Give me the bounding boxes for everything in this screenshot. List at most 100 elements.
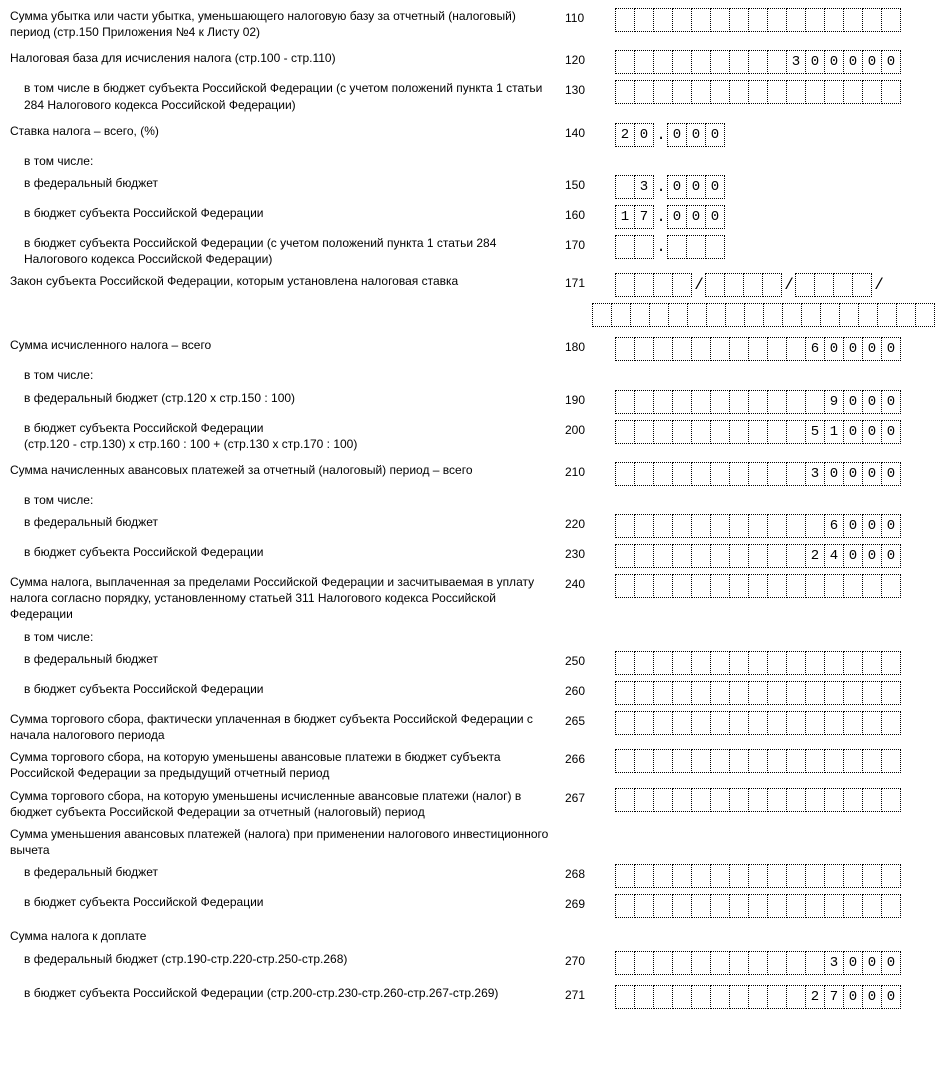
input-cell[interactable]	[634, 711, 654, 735]
input-cell[interactable]	[805, 390, 825, 414]
input-cell[interactable]	[672, 749, 692, 773]
input-cell[interactable]	[691, 544, 711, 568]
input-cell[interactable]	[710, 681, 730, 705]
input-cell[interactable]	[634, 420, 654, 444]
input-cell[interactable]	[862, 711, 882, 735]
input-cell[interactable]: 2	[805, 544, 825, 568]
input-cell[interactable]: 0	[862, 337, 882, 361]
input-cell[interactable]	[748, 864, 768, 888]
input-cell[interactable]	[691, 985, 711, 1009]
input-cell[interactable]	[729, 985, 749, 1009]
input-cell[interactable]	[767, 80, 787, 104]
input-cell[interactable]	[786, 749, 806, 773]
input-cell[interactable]: 0	[686, 175, 706, 199]
input-cell[interactable]	[786, 462, 806, 486]
input-cell[interactable]	[824, 681, 844, 705]
input-cell[interactable]	[615, 574, 635, 598]
input-cell[interactable]	[672, 514, 692, 538]
input-cell[interactable]: 2	[615, 123, 635, 147]
input-cell[interactable]	[710, 514, 730, 538]
input-cell[interactable]: 0	[881, 514, 901, 538]
input-cell[interactable]	[672, 951, 692, 975]
input-cell[interactable]	[767, 711, 787, 735]
input-cell[interactable]	[634, 749, 654, 773]
input-cell[interactable]	[805, 681, 825, 705]
input-cell[interactable]	[805, 951, 825, 975]
input-cell[interactable]	[653, 544, 673, 568]
input-cell[interactable]	[729, 711, 749, 735]
input-cell[interactable]	[729, 420, 749, 444]
input-cell[interactable]	[634, 273, 654, 297]
input-cell[interactable]	[710, 50, 730, 74]
input-cell[interactable]	[786, 864, 806, 888]
input-cell[interactable]	[630, 303, 650, 327]
input-cell[interactable]	[824, 8, 844, 32]
input-cell[interactable]	[615, 235, 635, 259]
input-cell[interactable]	[786, 788, 806, 812]
input-cell[interactable]	[710, 864, 730, 888]
input-cell[interactable]	[672, 788, 692, 812]
input-cell[interactable]	[824, 80, 844, 104]
input-cell[interactable]	[881, 711, 901, 735]
input-cell[interactable]	[824, 749, 844, 773]
input-cell[interactable]	[786, 514, 806, 538]
input-cell[interactable]	[786, 390, 806, 414]
input-cell[interactable]	[858, 303, 878, 327]
input-cell[interactable]: 5	[805, 420, 825, 444]
input-cell[interactable]: 0	[881, 390, 901, 414]
input-cell[interactable]	[710, 390, 730, 414]
input-cell[interactable]	[881, 788, 901, 812]
input-cell[interactable]	[805, 651, 825, 675]
input-cell[interactable]	[615, 50, 635, 74]
input-cell[interactable]	[877, 303, 897, 327]
input-cell[interactable]	[843, 681, 863, 705]
input-cell[interactable]	[705, 235, 725, 259]
input-cell[interactable]	[748, 420, 768, 444]
input-cell[interactable]	[786, 8, 806, 32]
input-cell[interactable]	[767, 390, 787, 414]
input-cell[interactable]	[653, 681, 673, 705]
input-cell[interactable]	[786, 574, 806, 598]
input-cell[interactable]	[672, 462, 692, 486]
input-cell[interactable]	[611, 303, 631, 327]
input-cell[interactable]: 0	[705, 205, 725, 229]
input-cell[interactable]	[862, 749, 882, 773]
input-cell[interactable]	[710, 951, 730, 975]
input-cell[interactable]: 3	[786, 50, 806, 74]
input-cell[interactable]	[748, 514, 768, 538]
input-cell[interactable]	[729, 462, 749, 486]
input-cell[interactable]	[862, 864, 882, 888]
input-cell[interactable]: 0	[824, 462, 844, 486]
input-cell[interactable]	[801, 303, 821, 327]
input-cell[interactable]	[615, 337, 635, 361]
input-cell[interactable]	[615, 894, 635, 918]
input-cell[interactable]	[634, 337, 654, 361]
input-cell[interactable]	[748, 681, 768, 705]
input-cell[interactable]	[615, 864, 635, 888]
input-cell[interactable]	[592, 303, 612, 327]
input-cell[interactable]	[862, 651, 882, 675]
input-cell[interactable]	[710, 651, 730, 675]
input-cell[interactable]	[767, 894, 787, 918]
input-cell[interactable]	[691, 50, 711, 74]
input-cell[interactable]	[767, 544, 787, 568]
input-cell[interactable]	[824, 788, 844, 812]
input-cell[interactable]	[691, 390, 711, 414]
input-cell[interactable]: 0	[862, 462, 882, 486]
input-cell[interactable]	[748, 574, 768, 598]
input-cell[interactable]	[615, 985, 635, 1009]
input-cell[interactable]	[729, 788, 749, 812]
input-cell[interactable]	[767, 574, 787, 598]
input-cell[interactable]: 0	[862, 50, 882, 74]
input-cell[interactable]	[710, 337, 730, 361]
input-cell[interactable]: 0	[667, 123, 687, 147]
input-cell[interactable]	[881, 80, 901, 104]
input-cell[interactable]	[767, 749, 787, 773]
input-cell[interactable]	[672, 681, 692, 705]
input-cell[interactable]	[805, 711, 825, 735]
input-cell[interactable]: 0	[862, 544, 882, 568]
input-cell[interactable]	[767, 651, 787, 675]
input-cell[interactable]	[767, 864, 787, 888]
input-cell[interactable]	[615, 8, 635, 32]
input-cell[interactable]	[705, 273, 725, 297]
